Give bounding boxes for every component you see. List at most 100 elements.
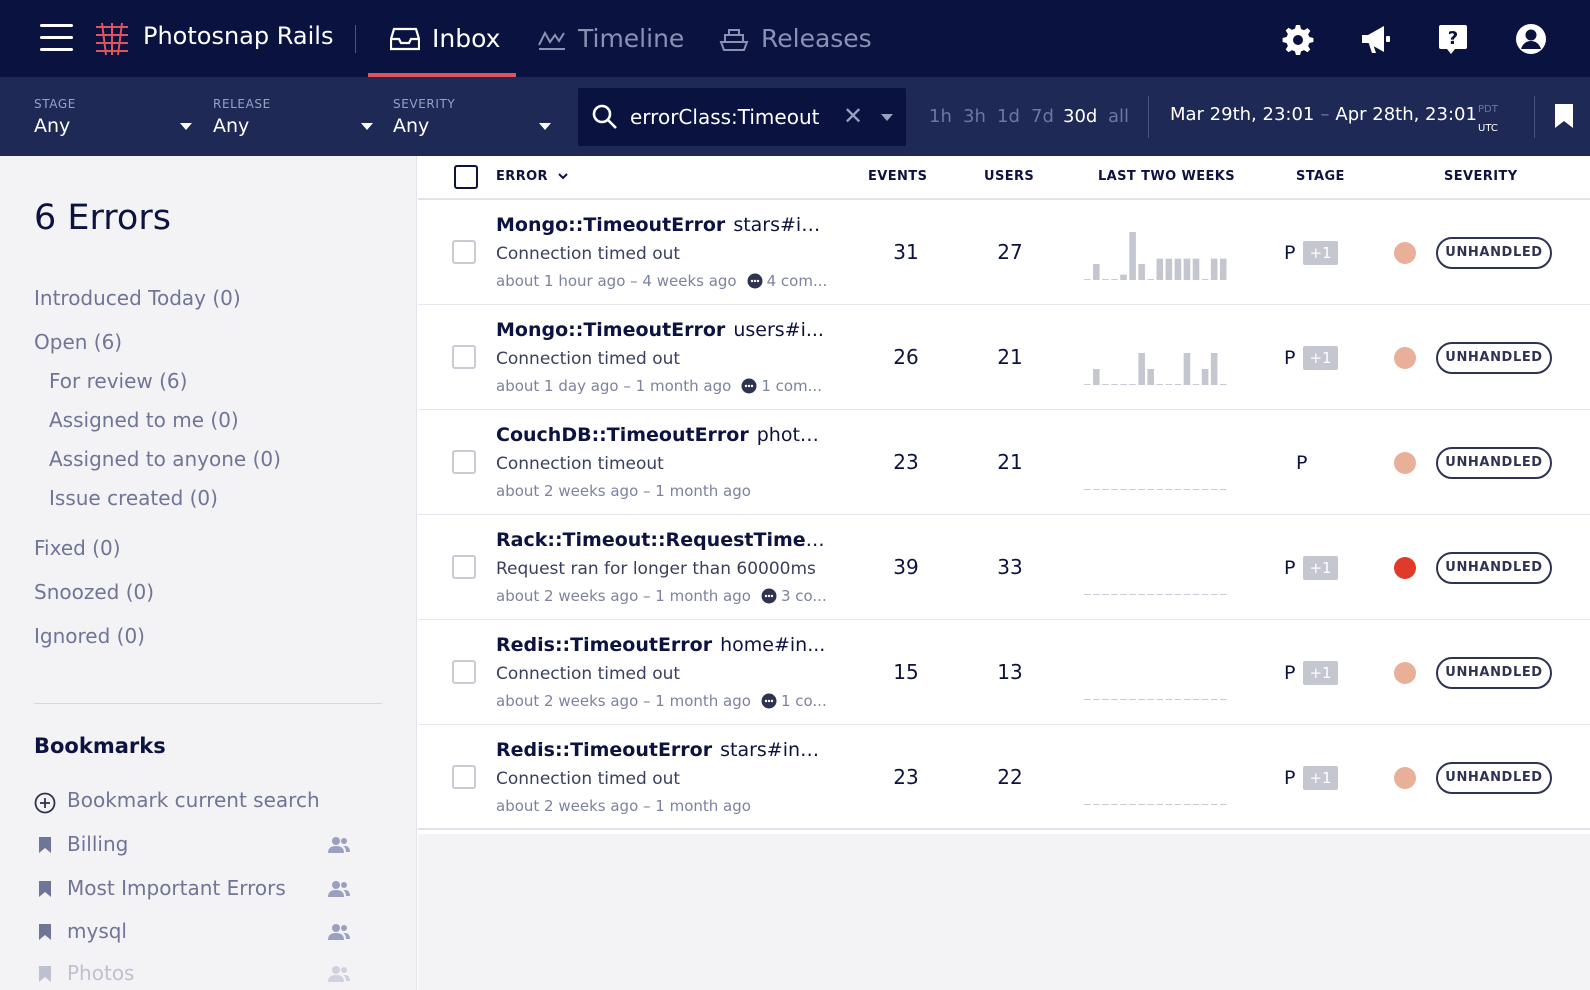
error-meta: about 2 weeks ago – 1 month ago 1 co... — [496, 692, 827, 710]
gear-icon[interactable] — [1281, 22, 1315, 56]
date-from: Mar 29th, 23:01 — [1170, 104, 1315, 125]
range-7d[interactable]: 7d — [1031, 106, 1054, 127]
comments-count[interactable]: 1 com... — [737, 377, 822, 395]
range-3h[interactable]: 3h — [963, 106, 986, 127]
sparkline-baseline — [1147, 489, 1154, 490]
date-range-picker[interactable]: Mar 29th, 23:01– Apr 28th, 23:01 — [1170, 104, 1477, 125]
stage-extra-badge[interactable]: +1 — [1303, 766, 1338, 790]
stage-label: P — [1296, 452, 1308, 474]
bookmark-item[interactable]: Photos — [34, 959, 354, 989]
error-title-link[interactable]: CouchDB::TimeoutError photo... — [496, 424, 828, 446]
timezone-toggle[interactable]: PDT UTC — [1478, 100, 1498, 138]
sort-error-header[interactable]: ERROR — [496, 169, 568, 184]
row-checkbox[interactable] — [452, 765, 476, 789]
table-row[interactable]: CouchDB::TimeoutError photo... Connection… — [418, 410, 1590, 515]
megaphone-icon[interactable] — [1359, 22, 1393, 56]
table-row[interactable]: Redis::TimeoutError stars#index Connectio… — [418, 725, 1590, 830]
tab-releases[interactable]: Releases — [719, 0, 872, 77]
table-row[interactable]: Redis::TimeoutError home#in... Connection… — [418, 620, 1590, 725]
error-context: photo... — [756, 424, 828, 446]
tab-timeline[interactable]: Timeline — [538, 0, 684, 77]
comments-count[interactable]: 4 com... — [743, 272, 827, 290]
bookmark-item[interactable]: Most Important Errors — [34, 874, 354, 904]
tab-inbox[interactable]: Inbox — [368, 0, 516, 77]
severity-filter[interactable]: SEVERITY Any — [393, 97, 551, 139]
release-filter[interactable]: RELEASE Any — [213, 97, 373, 139]
sparkline-baseline — [1111, 489, 1118, 490]
sidebar-item-introduced-today[interactable]: Introduced Today (0) — [34, 286, 241, 310]
row-checkbox[interactable] — [452, 345, 476, 369]
bookmark-item[interactable]: mysql — [34, 917, 354, 947]
table-row[interactable]: Rack::Timeout::RequestTimeou... Request … — [418, 515, 1590, 620]
shared-users-icon — [328, 837, 350, 853]
divider — [34, 703, 382, 704]
error-title-link[interactable]: Redis::TimeoutError stars#index — [496, 739, 828, 761]
events-count: 23 — [893, 765, 919, 789]
severity-badge[interactable]: UNHANDLED — [1436, 342, 1552, 374]
sidebar-item-assigned-to-anyone[interactable]: Assigned to anyone (0) — [49, 447, 281, 471]
severity-badge[interactable]: UNHANDLED — [1436, 762, 1552, 794]
stage-indicator: P +1 — [1284, 660, 1338, 686]
stage-extra-badge[interactable]: +1 — [1303, 556, 1338, 580]
severity-badge[interactable]: UNHANDLED — [1436, 552, 1552, 584]
search-input[interactable] — [630, 104, 830, 130]
sparkline-baseline — [1120, 384, 1127, 385]
users-count: 21 — [997, 345, 1023, 369]
row-checkbox[interactable] — [452, 450, 476, 474]
sparkline-baseline — [1147, 594, 1154, 595]
sidebar-item-fixed[interactable]: Fixed (0) — [34, 536, 121, 560]
sidebar-item-ignored[interactable]: Ignored (0) — [34, 624, 145, 648]
tab-label: Releases — [761, 24, 872, 53]
menu-icon[interactable] — [40, 24, 73, 52]
error-message: Request ran for longer than 60000ms — [496, 559, 816, 579]
error-title-link[interactable]: Redis::TimeoutError home#in... — [496, 634, 828, 656]
sparkline-baseline — [1210, 699, 1218, 700]
severity-badge[interactable]: UNHANDLED — [1436, 237, 1552, 269]
sparkline-baseline — [1201, 279, 1209, 280]
sidebar-item-open[interactable]: Open (6) — [34, 330, 123, 354]
stage-extra-badge[interactable]: +1 — [1303, 661, 1338, 685]
sidebar-item-snoozed[interactable]: Snoozed (0) — [34, 580, 155, 604]
tab-label: Inbox — [432, 24, 501, 53]
sparkline-baseline — [1111, 594, 1118, 595]
sparkline-baseline — [1102, 279, 1109, 280]
sidebar-item-assigned-to-me[interactable]: Assigned to me (0) — [49, 408, 239, 432]
stage-extra-badge[interactable]: +1 — [1303, 241, 1338, 265]
stage-filter[interactable]: STAGE Any — [34, 97, 192, 139]
row-checkbox[interactable] — [452, 660, 476, 684]
range-30d[interactable]: 30d — [1063, 106, 1098, 127]
range-all[interactable]: all — [1108, 106, 1130, 127]
select-all-checkbox[interactable] — [454, 165, 478, 189]
app-name[interactable]: Photosnap Rails — [143, 22, 334, 50]
row-checkbox[interactable] — [452, 555, 476, 579]
comments-count[interactable]: 3 co... — [757, 587, 827, 605]
stage-extra-badge[interactable]: +1 — [1303, 346, 1338, 370]
bookmark-icon[interactable] — [1554, 103, 1574, 129]
comments-count[interactable]: 1 co... — [757, 692, 827, 710]
table-row[interactable]: Mongo::TimeoutError stars#in... Connectio… — [418, 200, 1590, 305]
inbox-icon — [390, 27, 420, 50]
user-icon[interactable] — [1514, 22, 1548, 56]
close-icon[interactable]: ✕ — [842, 102, 864, 130]
range-1h[interactable]: 1h — [929, 106, 952, 127]
bookmark-item[interactable]: Billing — [34, 830, 354, 860]
bookmark-icon — [39, 881, 51, 897]
range-1d[interactable]: 1d — [997, 106, 1020, 127]
filter-value: Any — [213, 115, 250, 137]
sidebar-item-issue-created[interactable]: Issue created (0) — [49, 486, 218, 510]
chevron-down-icon[interactable] — [881, 114, 893, 121]
error-message: Connection timed out — [496, 349, 681, 369]
error-title-link[interactable]: Mongo::TimeoutError users#i... — [496, 319, 828, 341]
row-checkbox[interactable] — [452, 240, 476, 264]
sparkline-baseline — [1174, 804, 1182, 805]
sparkline-baseline — [1084, 384, 1091, 385]
error-class: Mongo::TimeoutError — [496, 319, 726, 341]
severity-badge[interactable]: UNHANDLED — [1436, 447, 1552, 479]
help-icon[interactable]: ? — [1436, 22, 1470, 56]
sidebar-item-for-review[interactable]: For review (6) — [49, 369, 188, 393]
severity-badge[interactable]: UNHANDLED — [1436, 657, 1552, 689]
table-row[interactable]: Mongo::TimeoutError users#i... Connection… — [418, 305, 1590, 410]
error-title-link[interactable]: Rack::Timeout::RequestTimeou... — [496, 529, 828, 551]
error-title-link[interactable]: Mongo::TimeoutError stars#in... — [496, 214, 828, 236]
plus-circle-icon — [34, 792, 56, 814]
